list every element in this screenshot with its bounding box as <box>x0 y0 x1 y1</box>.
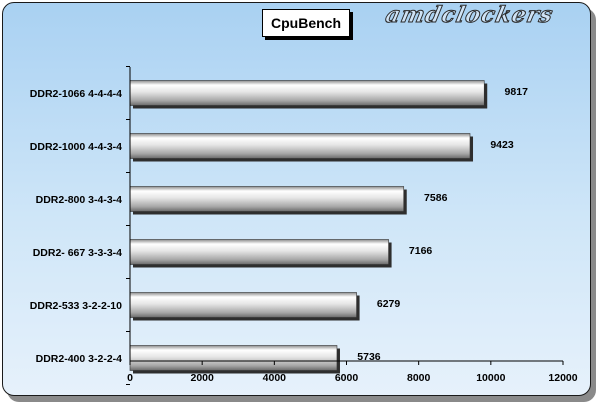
category-label: DDR2-1000 4-4-3-4 <box>30 141 122 153</box>
bar <box>129 186 405 212</box>
x-tick-label: 6000 <box>335 372 359 384</box>
value-label: 5736 <box>357 351 381 363</box>
category-label: DDR2-533 3-2-2-10 <box>30 300 122 312</box>
value-label: 7166 <box>409 245 433 257</box>
bar <box>129 345 338 371</box>
category-label: DDR2-1066 4-4-4-4 <box>30 88 122 100</box>
bars-group: DDR2-1066 4-4-4-4 9817 DDR2-1000 4-4-3-4 94… <box>30 80 529 374</box>
bar <box>129 133 471 159</box>
x-tick-label: 4000 <box>263 372 287 384</box>
category-label: DDR2-800 3-4-3-4 <box>36 194 123 206</box>
category-label: DDR2-400 3-2-2-4 <box>36 353 123 365</box>
chart-title: CpuBench <box>262 9 350 37</box>
x-tick-label: 2000 <box>190 372 214 384</box>
x-axis: 0 2000 4000 6000 8000 10000 12000 <box>126 66 578 385</box>
bar <box>129 239 389 265</box>
x-tick-label: 0 <box>127 372 133 384</box>
x-tick-label: 12000 <box>548 372 577 384</box>
category-label: DDR2- 667 3-3-3-4 <box>33 247 122 259</box>
chart-title-text: CpuBench <box>271 15 341 31</box>
value-label: 9423 <box>490 139 514 151</box>
x-tick-label: 10000 <box>476 372 505 384</box>
bar <box>129 80 485 106</box>
value-label: 9817 <box>505 86 529 98</box>
value-label: 6279 <box>377 298 401 310</box>
x-tick-label: 8000 <box>407 372 431 384</box>
value-label: 7586 <box>424 192 448 204</box>
bar <box>129 292 357 318</box>
